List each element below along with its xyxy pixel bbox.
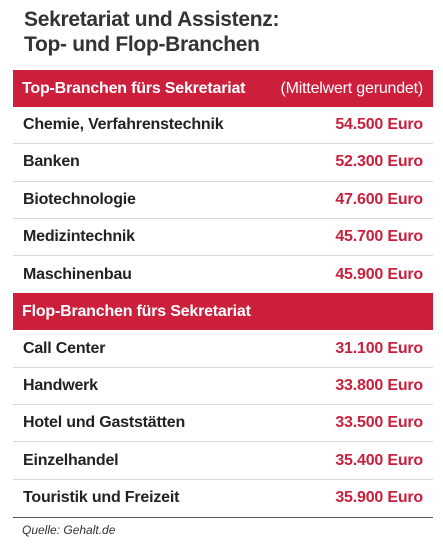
industry-name: Maschinenbau (23, 265, 132, 283)
table-row: Banken 52.300 Euro (13, 144, 433, 182)
title-line-1: Sekretariat und Assistenz: (24, 8, 280, 31)
salary-value: 52.300 Euro (335, 153, 423, 171)
table-row: Biotechnologie 47.600 Euro (13, 182, 433, 219)
table-row: Touristik und Freizeit 35.900 Euro (13, 480, 433, 517)
salary-value: 35.400 Euro (335, 451, 423, 469)
industry-name: Chemie, Verfahrenstechnik (23, 116, 224, 134)
industry-name: Call Center (23, 339, 106, 357)
industry-name: Hotel und Gaststätten (23, 414, 186, 432)
salary-value: 35.900 Euro (335, 489, 423, 507)
top-section-title: Top-Branchen fürs Sekretariat (22, 79, 246, 97)
bottom-divider (13, 516, 433, 518)
table-row: Medizintechnik 45.700 Euro (13, 219, 433, 257)
salary-value: 45.700 Euro (335, 228, 423, 246)
salary-value: 33.500 Euro (335, 414, 423, 432)
table-row: Maschinenbau 45.900 Euro (13, 256, 433, 293)
salary-value: 33.800 Euro (335, 376, 423, 394)
salary-value: 31.100 Euro (335, 339, 423, 357)
flop-section-header: Flop-Branchen fürs Sekretariat (13, 293, 433, 331)
industry-name: Einzelhandel (23, 451, 119, 469)
table-row: Hotel und Gaststätten 33.500 Euro (13, 405, 433, 443)
table-row: Call Center 31.100 Euro (13, 330, 433, 368)
table-row: Chemie, Verfahrenstechnik 54.500 Euro (13, 107, 433, 145)
salary-table: Top-Branchen fürs Sekretariat (Mittelwer… (13, 70, 433, 518)
flop-section-title: Flop-Branchen fürs Sekretariat (22, 302, 251, 320)
industry-name: Biotechnologie (23, 190, 136, 208)
table-row: Einzelhandel 35.400 Euro (13, 442, 433, 480)
top-section-header: Top-Branchen fürs Sekretariat (Mittelwer… (13, 70, 433, 107)
industry-name: Handwerk (23, 376, 98, 394)
source-note: Quelle: Gehalt.de (22, 523, 116, 537)
page-title: Sekretariat und Assistenz: Top- und Flop… (24, 7, 424, 57)
table-row: Handwerk 33.800 Euro (13, 368, 433, 406)
industry-name: Medizintechnik (23, 228, 135, 246)
salary-value: 54.500 Euro (335, 116, 423, 134)
salary-value: 47.600 Euro (335, 190, 423, 208)
industry-name: Banken (23, 153, 80, 171)
top-section-note: (Mittelwert gerundet) (280, 79, 423, 97)
salary-value: 45.900 Euro (335, 265, 423, 283)
industry-name: Touristik und Freizeit (23, 489, 180, 507)
title-line-2: Top- und Flop-Branchen (24, 33, 260, 56)
